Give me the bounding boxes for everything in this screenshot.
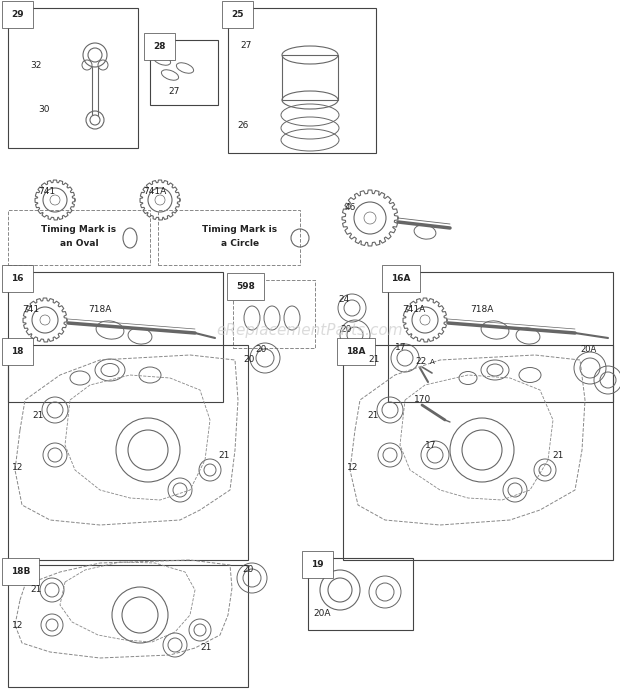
Bar <box>228 8 376 153</box>
Text: 19: 19 <box>311 560 324 569</box>
Bar <box>343 345 613 560</box>
Text: 21: 21 <box>368 356 379 365</box>
Text: 741: 741 <box>38 188 55 197</box>
Text: 718A: 718A <box>470 306 494 315</box>
Text: 46: 46 <box>345 204 356 213</box>
Text: 27: 27 <box>168 87 179 96</box>
Bar <box>8 345 248 560</box>
Text: 170: 170 <box>414 396 432 405</box>
Text: 21: 21 <box>218 450 229 459</box>
Text: 12: 12 <box>347 464 358 473</box>
Text: 17: 17 <box>425 441 436 450</box>
Bar <box>388 272 613 402</box>
Text: 21: 21 <box>32 410 43 419</box>
Bar <box>233 280 315 348</box>
Text: 598: 598 <box>236 282 255 291</box>
Text: 20A: 20A <box>580 346 596 355</box>
Text: 26: 26 <box>237 121 249 130</box>
Text: 718A: 718A <box>88 306 112 315</box>
Text: 20: 20 <box>243 356 254 365</box>
Bar <box>308 558 413 630</box>
Text: A: A <box>430 359 435 365</box>
Text: a Circle: a Circle <box>221 238 259 247</box>
Bar <box>8 272 223 402</box>
Text: 16: 16 <box>11 274 24 283</box>
Text: Timing Mark is: Timing Mark is <box>203 225 278 234</box>
Bar <box>8 210 150 265</box>
Text: 12: 12 <box>12 620 24 629</box>
Text: 27: 27 <box>240 40 251 49</box>
Text: an Oval: an Oval <box>60 238 99 247</box>
Text: 16A: 16A <box>391 274 410 283</box>
Text: 20A: 20A <box>313 610 330 618</box>
Bar <box>8 8 138 148</box>
Bar <box>158 210 300 265</box>
Text: 17: 17 <box>395 344 407 353</box>
Text: 20: 20 <box>255 346 267 355</box>
Text: 28: 28 <box>153 42 166 51</box>
Text: 18: 18 <box>11 347 24 356</box>
Text: eReplacementParts.com: eReplacementParts.com <box>216 322 404 337</box>
Text: 24: 24 <box>338 295 349 304</box>
Text: 32: 32 <box>30 60 42 69</box>
Text: 741A: 741A <box>143 188 166 197</box>
Bar <box>150 40 218 105</box>
Text: 20: 20 <box>242 565 254 574</box>
Bar <box>282 55 338 100</box>
Text: 25: 25 <box>231 10 244 19</box>
Text: 29: 29 <box>11 10 24 19</box>
Text: 22: 22 <box>415 358 427 367</box>
Text: 30: 30 <box>38 105 50 114</box>
Bar <box>8 565 248 687</box>
Text: Timing Mark is: Timing Mark is <box>42 225 117 234</box>
Text: 21: 21 <box>200 644 211 653</box>
Text: 21: 21 <box>30 586 42 595</box>
Text: 18A: 18A <box>346 347 366 356</box>
Text: 741: 741 <box>22 306 39 315</box>
Text: 21: 21 <box>552 450 564 459</box>
Text: 12: 12 <box>12 464 24 473</box>
Text: 21: 21 <box>367 410 378 419</box>
Text: 741A: 741A <box>402 306 425 315</box>
Text: 18B: 18B <box>11 567 30 576</box>
Text: 20: 20 <box>340 326 352 335</box>
